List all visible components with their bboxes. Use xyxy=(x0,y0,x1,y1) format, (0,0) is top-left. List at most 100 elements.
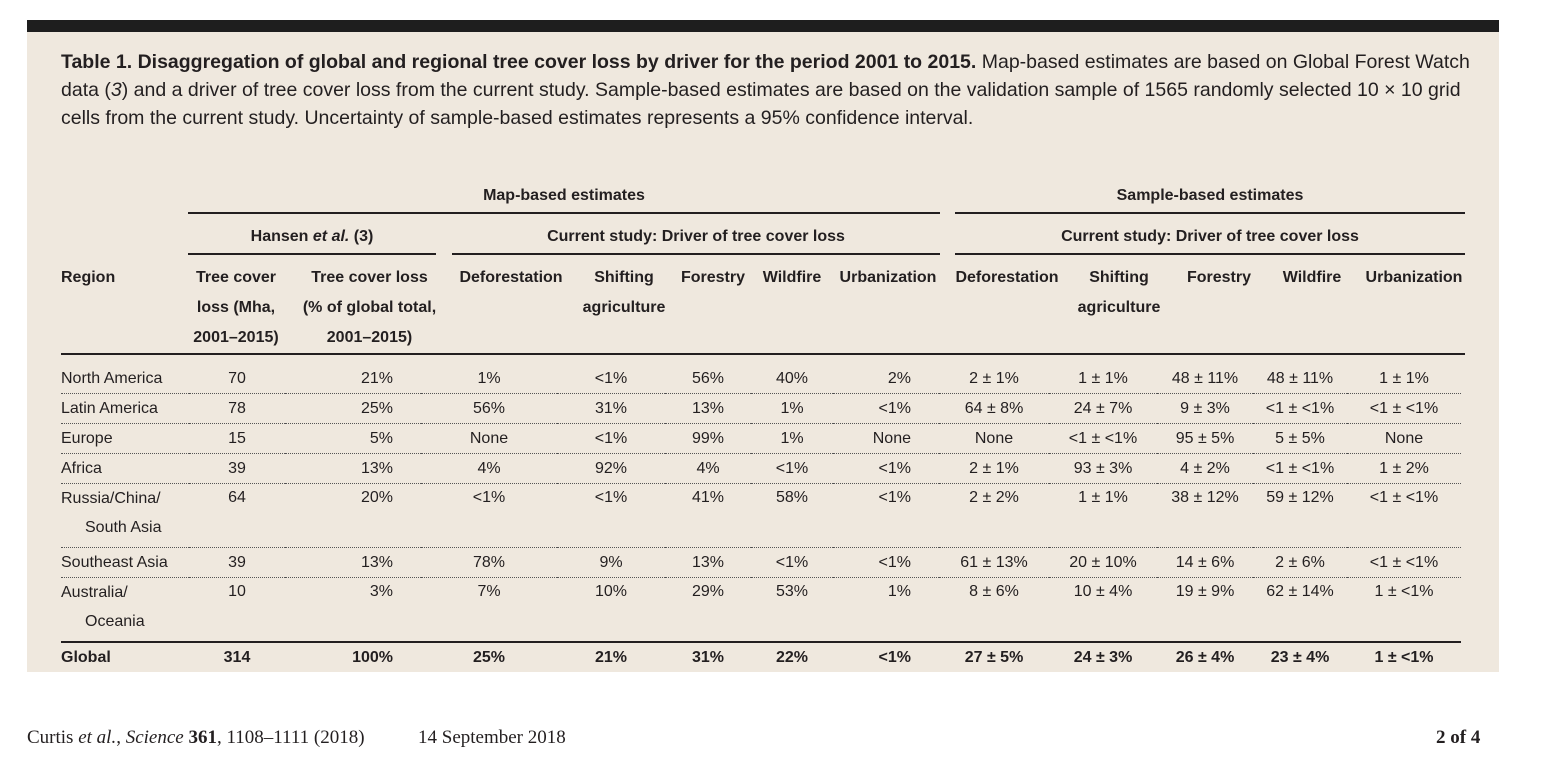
value-cell: 1% xyxy=(887,583,911,600)
value-cell: 5 ± 5% xyxy=(1253,423,1347,454)
region-cell: Global xyxy=(61,641,189,673)
value-cell: 20 ± 10% xyxy=(1049,547,1157,578)
sample-based-heading: Sample-based estimates xyxy=(1116,187,1304,204)
value-cell: <1% xyxy=(833,393,939,424)
value-cell: 92% xyxy=(557,453,665,484)
value-cell: 1 ± 2% xyxy=(1347,453,1461,484)
value-cell: 64 ± 8% xyxy=(939,393,1049,424)
col-map-urbanization: Urbanization xyxy=(839,269,937,286)
value-cell: 2% xyxy=(833,364,939,394)
top-rule-bar xyxy=(27,20,1499,32)
value-cell: 95 ± 5% xyxy=(1157,423,1253,454)
col-sample-urbanization: Urbanization xyxy=(1365,269,1463,286)
value-cell: 4% xyxy=(421,453,557,484)
table-row: Russia/China/South Asia 64 20% <1% <1% 41% 58%… xyxy=(61,483,1461,548)
value-cell: 24 ± 7% xyxy=(1049,393,1157,424)
col-map-deforestation: Deforestation xyxy=(459,269,563,286)
table-row-global: Global 314 100% 25% 21% 31% 22% <1% 27 ± 5% 24 ± … xyxy=(61,641,1461,673)
region-label: Russia/China/ xyxy=(61,490,161,507)
value-cell: 99% xyxy=(665,423,751,454)
value-cell: <1% xyxy=(751,547,833,578)
data-table: North America 70 21% 1% <1% 56% 40% 2% 2 ± 1% 1 ±… xyxy=(61,364,1461,673)
table-panel: Table 1. Disaggregation of global and re… xyxy=(27,32,1499,673)
col-sample-deforestation: Deforestation xyxy=(955,269,1059,286)
current-study-sample-rule xyxy=(955,253,1465,255)
value-cell: 9 ± 3% xyxy=(1157,393,1253,424)
table-row: Africa 39 13% 4% 92% 4% <1% <1% 2 ± 1% 93 ± 3% 4 ±… xyxy=(61,453,1461,484)
value-cell: 31% xyxy=(665,641,751,673)
value-cell: 25% xyxy=(421,641,557,673)
value-cell: 29% xyxy=(691,583,725,600)
value-cell: 13% xyxy=(285,547,421,578)
value-cell: 1% xyxy=(751,393,833,424)
value-cell: 21% xyxy=(285,364,421,394)
value-cell: 2 ± 1% xyxy=(939,453,1049,484)
col-tree-cover-loss-mha: Tree cover loss (Mha, 2001–2015) xyxy=(182,263,290,353)
value-cell: <1% xyxy=(557,364,665,394)
col-tcl-pct-line3: 2001–2015) xyxy=(326,329,413,346)
value-cell: <1% xyxy=(557,483,665,548)
caption-text-1: Map-based estimates are based on Global … xyxy=(61,51,1470,101)
value-cell: 39 xyxy=(189,547,285,578)
value-cell: 48 ± 11% xyxy=(1157,364,1253,394)
footer-authors: Curtis xyxy=(27,727,79,748)
value-cell: 100% xyxy=(285,641,421,673)
value-cell: <1% xyxy=(833,453,939,484)
col-sample-shifting-line1: Shifting xyxy=(1089,269,1149,286)
value-cell: 1% xyxy=(421,364,557,394)
col-tree-cover-loss-pct: Tree cover loss (% of global total, 2001… xyxy=(292,263,447,353)
value-cell: 61 ± 13% xyxy=(939,547,1049,578)
value-cell: 5% xyxy=(285,423,421,454)
current-study-sample-heading: Current study: Driver of tree cover loss xyxy=(1061,228,1359,245)
table-caption: Table 1. Disaggregation of global and re… xyxy=(61,48,1471,132)
region-cell: Southeast Asia xyxy=(61,547,189,578)
value-cell: 1 ± <1% xyxy=(1347,641,1461,673)
value-cell: 1 ± <1% xyxy=(1374,583,1434,600)
value-cell: None xyxy=(833,423,939,454)
table-row: Southeast Asia 39 13% 78% 9% 13% <1% <1% 61 ± 13… xyxy=(61,547,1461,578)
value-cell: <1% xyxy=(421,483,557,548)
region-label: South Asia xyxy=(85,519,162,536)
map-based-rule xyxy=(188,212,940,214)
value-cell: <1% xyxy=(833,641,939,673)
col-map-forestry: Forestry xyxy=(680,269,746,286)
region-cell: Russia/China/South Asia xyxy=(61,483,189,548)
value-cell: 14 ± 6% xyxy=(1157,547,1253,578)
value-cell: 21% xyxy=(557,641,665,673)
hansen-rule xyxy=(188,253,436,255)
region-label: Europe xyxy=(61,429,113,447)
value-cell: 2 ± 6% xyxy=(1253,547,1347,578)
value-cell: 7% xyxy=(477,583,501,600)
caption-ref: 3 xyxy=(110,79,122,101)
value-cell: <1 ± <1% xyxy=(1253,393,1347,424)
value-cell: 1 ± 1% xyxy=(1049,483,1157,548)
col-region: Region xyxy=(61,269,116,286)
value-cell: 1% xyxy=(751,423,833,454)
hansen-prefix: Hansen xyxy=(250,228,313,245)
value-cell: 2 ± 2% xyxy=(939,483,1049,548)
value-cell: None xyxy=(1347,423,1461,454)
hansen-etal: et al. xyxy=(312,228,350,245)
col-sample-wildfire: Wildfire xyxy=(1282,269,1342,286)
value-cell: 27 ± 5% xyxy=(939,641,1049,673)
value-cell: 13% xyxy=(665,393,751,424)
value-cell: 58% xyxy=(751,483,833,548)
map-based-heading: Map-based estimates xyxy=(483,187,645,204)
value-cell: 10 ± 4% xyxy=(1073,583,1133,600)
region-label: Latin America xyxy=(61,399,158,417)
value-cell: 13% xyxy=(665,547,751,578)
col-tcl-mha-line2: loss (Mha, xyxy=(196,299,276,316)
current-study-map-rule xyxy=(452,253,940,255)
region-cell: Australia/Oceania xyxy=(61,578,189,643)
hansen-ref: (3) xyxy=(349,228,374,245)
region-label: Australia/ xyxy=(61,584,128,601)
current-study-map-heading: Current study: Driver of tree cover loss xyxy=(547,228,845,245)
value-cell: 70 xyxy=(189,364,285,394)
region-label: Southeast Asia xyxy=(61,553,168,571)
value-cell: 13% xyxy=(285,453,421,484)
value-cell: None xyxy=(421,423,557,454)
value-cell: 4% xyxy=(665,453,751,484)
col-tcl-mha-line1: Tree cover xyxy=(195,269,277,286)
footer-volume: 361 xyxy=(183,727,217,748)
value-cell: 41% xyxy=(665,483,751,548)
